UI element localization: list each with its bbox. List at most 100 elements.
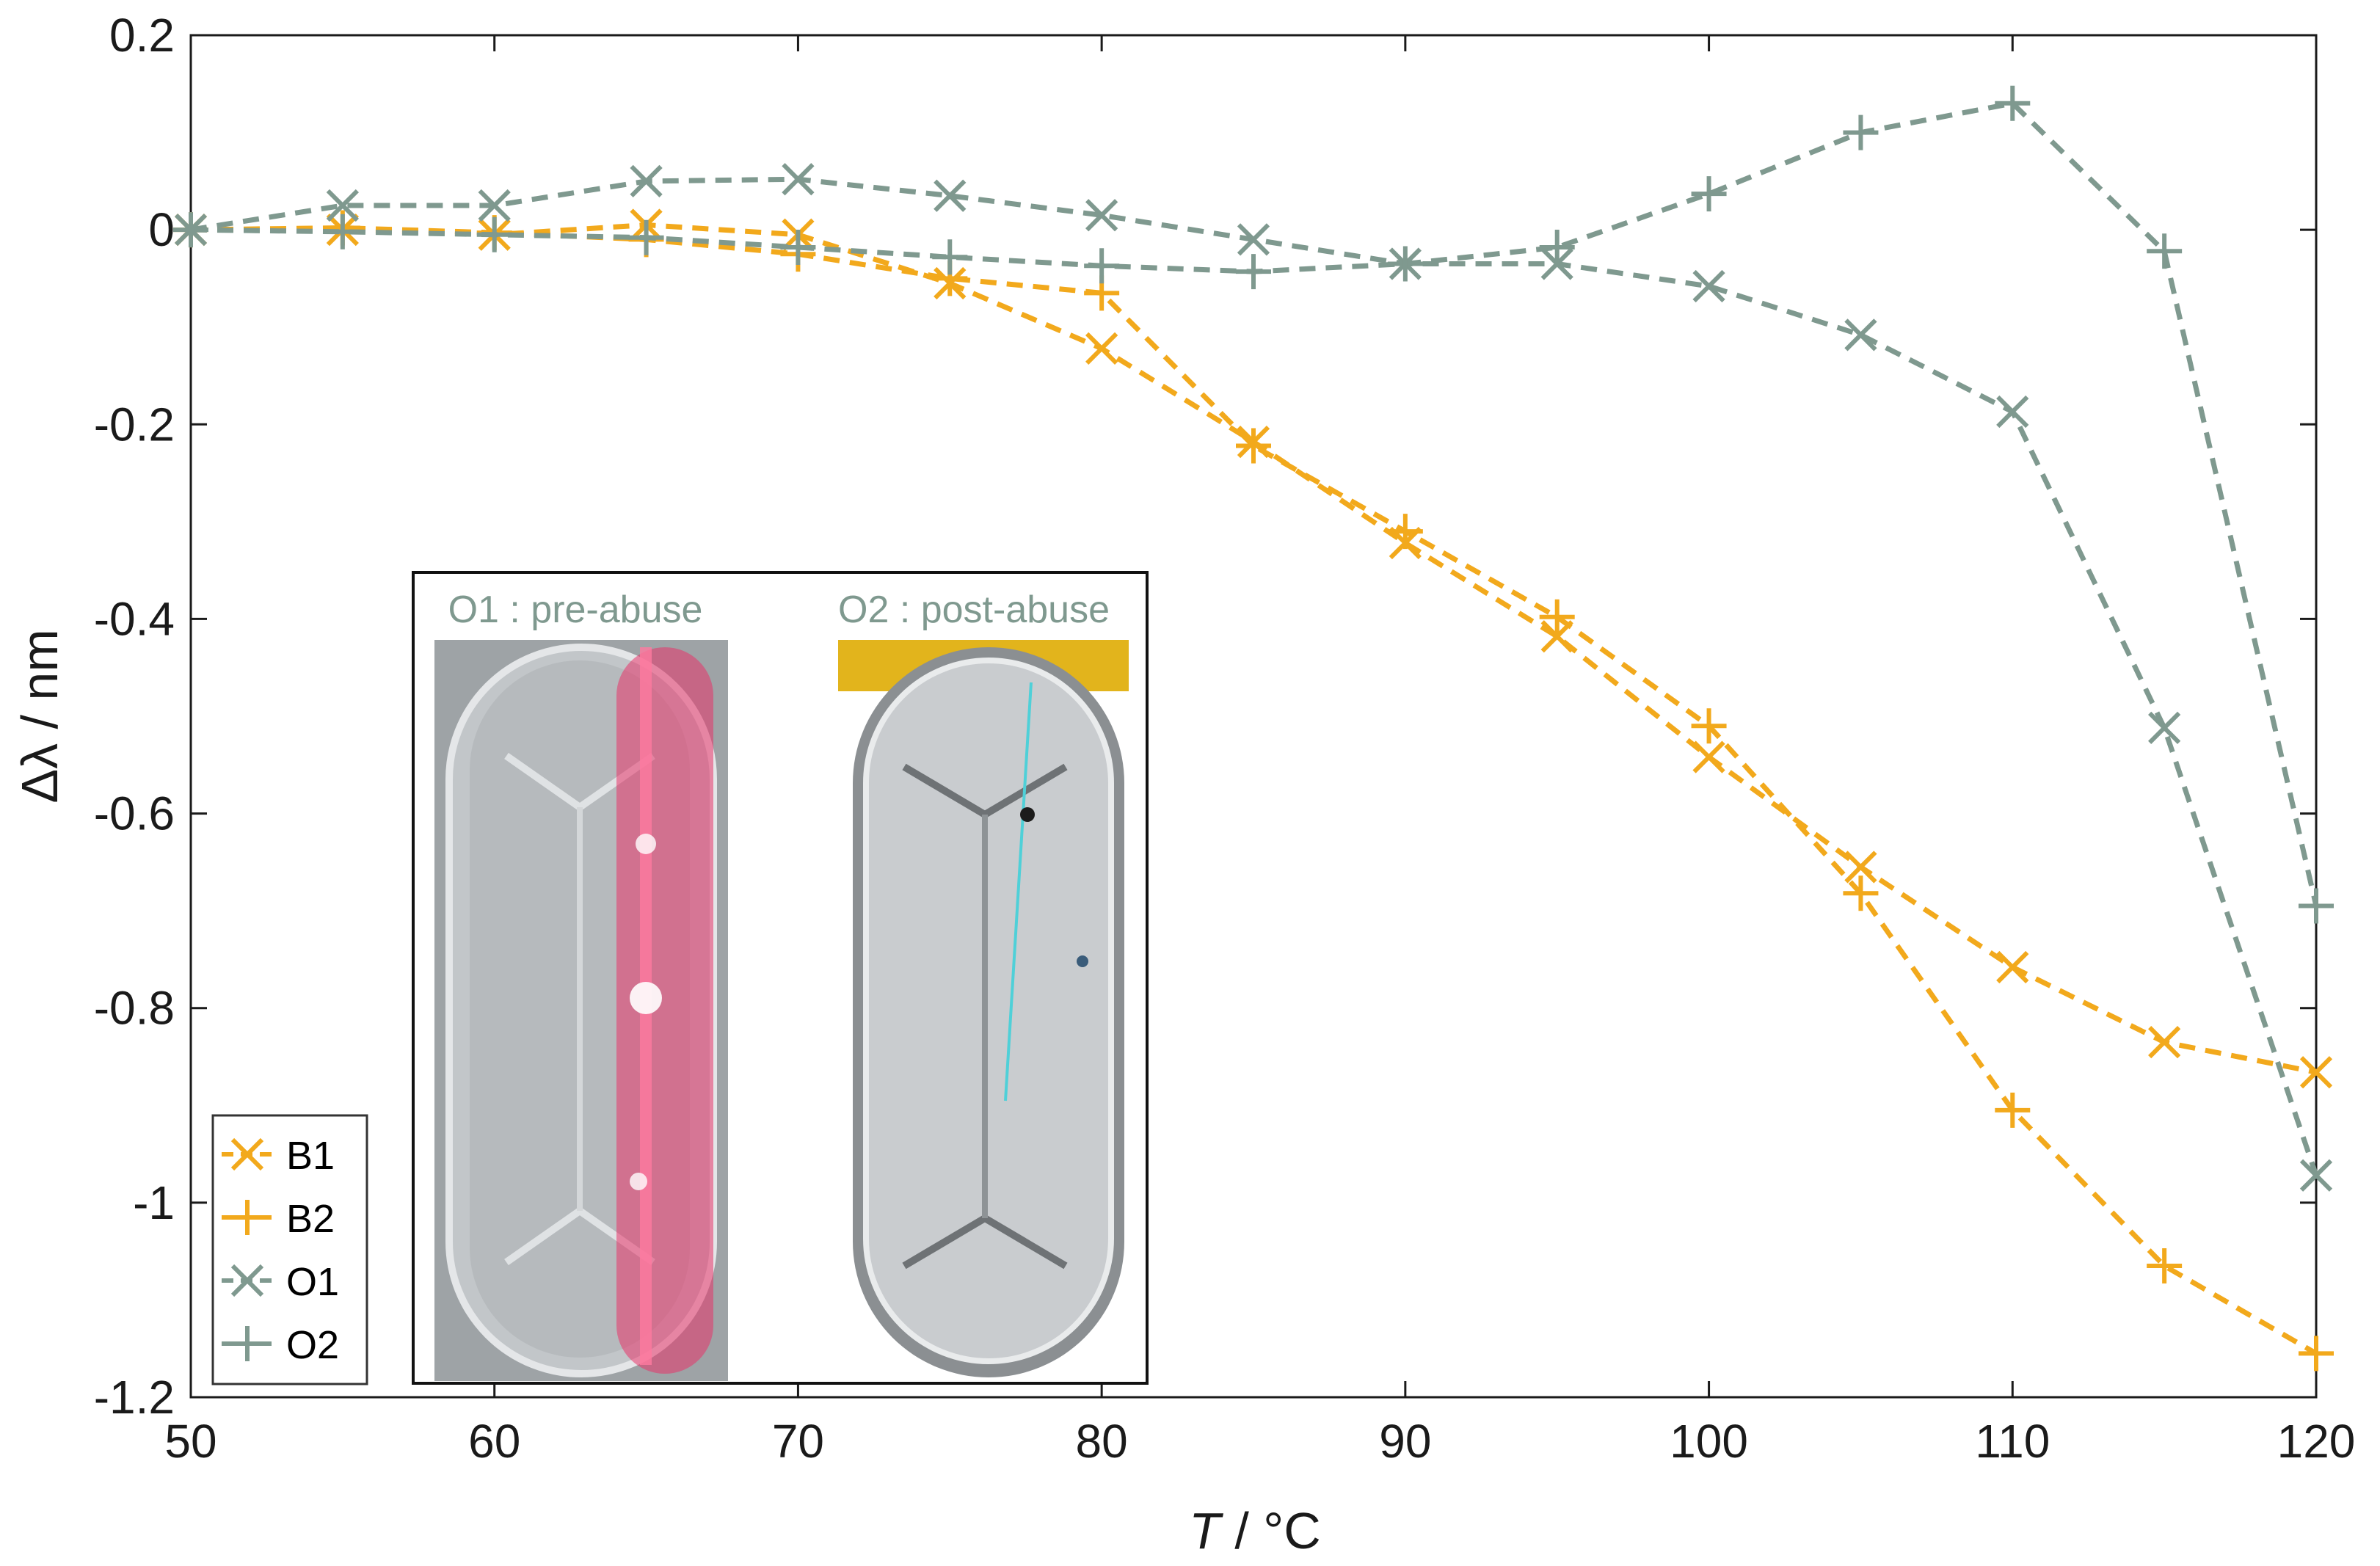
data-point-b1-stroke [2148, 1025, 2181, 1059]
x-axis-unit: / °C [1220, 1502, 1321, 1559]
data-point-o2 [1843, 114, 1879, 150]
data-point-b1 [1996, 950, 2029, 984]
data-point-o2 [2147, 233, 2183, 269]
data-point-b2 [2147, 1248, 2183, 1284]
x-tick-labels: 50 60 70 80 90 100 110 120 [164, 1415, 2355, 1468]
data-point-o1-stroke [1692, 269, 1725, 303]
x-tick-label: 70 [772, 1415, 824, 1468]
legend-entry-o1: O1 [222, 1260, 339, 1304]
data-point-o1 [1996, 395, 2029, 429]
y-axis-title: Δλ / nm [11, 629, 68, 803]
legend-marker-o1 [230, 1264, 264, 1297]
axis-ticks [189, 34, 2318, 1399]
data-point-o2 [1539, 230, 1575, 266]
x-tick-label: 110 [1975, 1415, 2050, 1468]
legend-marker-o1-stroke [230, 1264, 264, 1297]
data-point-o1-stroke [1844, 318, 1877, 352]
data-point-b1 [2299, 1056, 2333, 1089]
photo-post-abuse [838, 640, 1129, 1381]
data-point-o1 [1085, 199, 1118, 232]
data-point-o2 [476, 216, 512, 252]
data-point-b1 [1085, 332, 1118, 365]
data-point-o2 [324, 214, 360, 250]
legend-label-o2: O2 [286, 1323, 339, 1367]
x-tick-label: 90 [1379, 1415, 1431, 1468]
data-point-o1 [934, 179, 967, 212]
data-point-o1-stroke [478, 189, 511, 222]
legend-marker-o2 [230, 1326, 265, 1361]
inset-caption-left: O1 : pre-abuse [448, 589, 703, 631]
data-point-b2 [1995, 1092, 2031, 1128]
data-point-o1 [478, 189, 511, 222]
legend-marker-b2 [230, 1200, 265, 1235]
x-axis-title: T / °C [1189, 1502, 1321, 1559]
legend-entry-b1: B1 [222, 1134, 335, 1178]
series-o2 [173, 85, 2334, 924]
data-point-o1 [2299, 1159, 2333, 1192]
data-point-o1-stroke [630, 164, 663, 197]
data-point-b2 [1843, 875, 1879, 911]
data-point-b2 [1387, 514, 1423, 550]
data-point-b1-stroke [1996, 950, 2029, 984]
data-point-b2 [1539, 599, 1575, 635]
legend-entry-b2: B2 [222, 1197, 335, 1241]
y-tick-label: 0.2 [109, 9, 175, 62]
y-tick-label: -0.6 [94, 787, 175, 840]
y-tick-label: -1.2 [94, 1371, 175, 1424]
data-point-o1 [326, 189, 359, 222]
y-tick-label: 0 [148, 203, 175, 256]
data-point-b1-stroke [1692, 740, 1725, 773]
legend-entry-o2: O2 [222, 1323, 339, 1367]
inset-caption-right: O2 : post-abuse [838, 589, 1110, 631]
data-point-o1-stroke [1237, 223, 1270, 256]
y-tick-label: -1 [133, 1176, 175, 1229]
data-point-o2 [1084, 248, 1120, 284]
legend-marker-b1 [230, 1137, 264, 1171]
y-tick-label: -0.8 [94, 982, 175, 1035]
photo-pre-abuse [434, 640, 728, 1381]
data-point-o2 [1691, 176, 1727, 212]
data-point-b1-stroke [1085, 332, 1118, 365]
data-point-o2 [1236, 254, 1271, 290]
data-point-o2 [780, 230, 816, 266]
data-point-o1-stroke [2299, 1159, 2333, 1192]
data-point-o1-stroke [1996, 395, 2029, 429]
legend-marker-b1-stroke [230, 1137, 264, 1171]
data-point-b2 [1691, 708, 1727, 744]
data-point-b1 [1844, 851, 1877, 884]
data-point-o2 [1387, 246, 1423, 282]
inset-photos: O1 : pre-abuse O2 : post-abuse [412, 571, 1149, 1385]
x-tick-label: 60 [468, 1415, 520, 1468]
data-point-o1 [2148, 711, 2181, 745]
series-layer [173, 85, 2334, 1372]
data-point-o1-stroke [1085, 199, 1118, 232]
data-point-b1-stroke [1844, 851, 1877, 884]
data-point-o1 [1237, 223, 1270, 256]
x-tick-label: 80 [1076, 1415, 1128, 1468]
data-point-b2 [1236, 428, 1271, 464]
x-tick-label: 50 [164, 1415, 216, 1468]
y-tick-labels: 0.2 0 -0.2 -0.4 -0.6 -0.8 -1 -1.2 [94, 9, 175, 1424]
x-tick-label: 120 [2277, 1415, 2356, 1468]
y-tick-label: -0.4 [94, 592, 175, 645]
data-point-o1-stroke [2148, 711, 2181, 745]
data-point-b1-stroke [2299, 1056, 2333, 1089]
data-point-o1 [1692, 269, 1725, 303]
data-point-o1 [1844, 318, 1877, 352]
data-point-o1-stroke [934, 179, 967, 212]
data-point-o1 [630, 164, 663, 197]
data-point-o2 [173, 212, 208, 248]
data-point-o2 [628, 219, 664, 255]
legend-label-o1: O1 [286, 1260, 339, 1304]
data-point-b1 [1692, 740, 1725, 773]
x-tick-label: 100 [1670, 1415, 1748, 1468]
data-point-b1 [2148, 1025, 2181, 1059]
legend: B1 B2 O1 O2 [211, 1114, 368, 1385]
x-axis-variable: T [1189, 1502, 1223, 1559]
data-point-o2 [932, 239, 968, 275]
data-point-o2 [1995, 85, 2031, 121]
plot-area-frame [189, 34, 2318, 1399]
legend-label-b2: B2 [286, 1197, 335, 1241]
data-point-o2 [2299, 888, 2334, 924]
